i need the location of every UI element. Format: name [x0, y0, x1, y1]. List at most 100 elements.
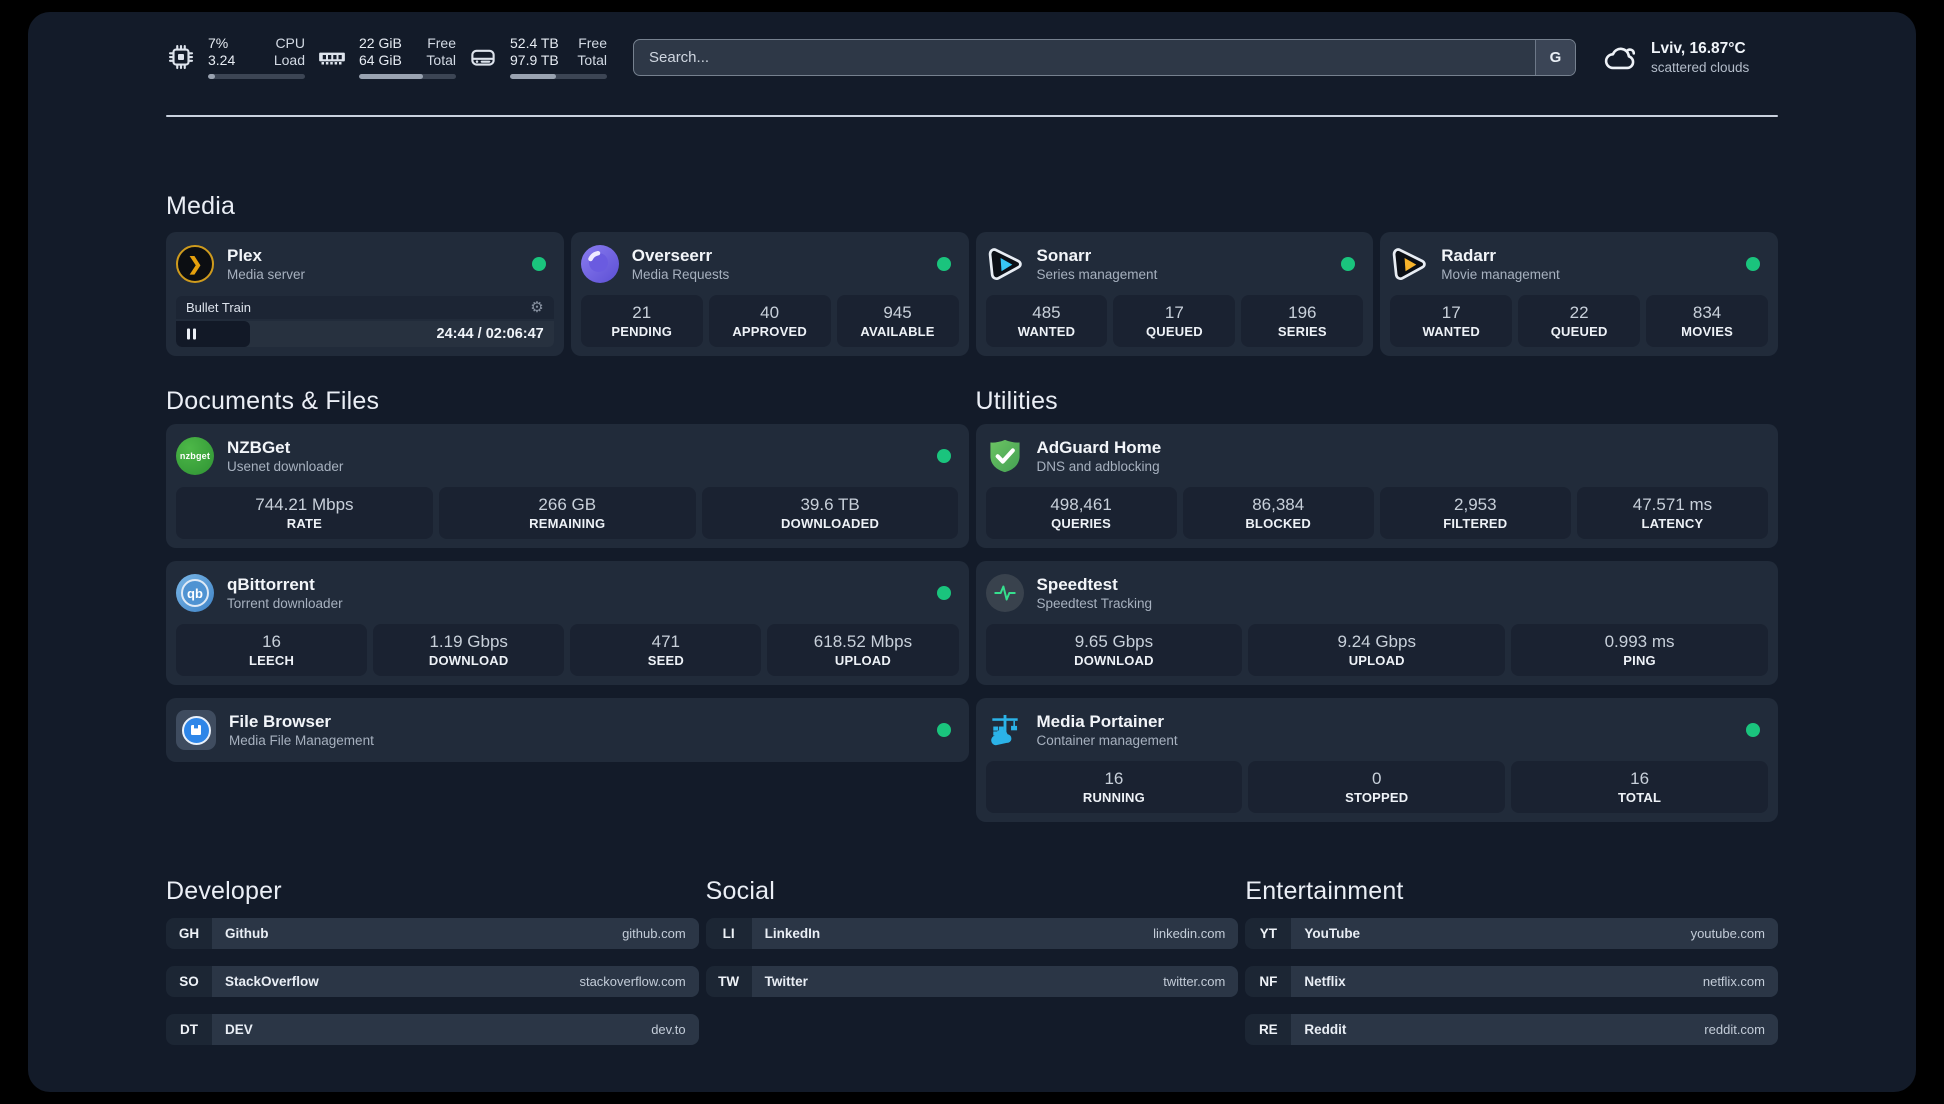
search-input[interactable]: [634, 39, 1535, 75]
stat-value: 16: [262, 632, 282, 651]
link-github[interactable]: GH Github github.com: [166, 918, 699, 949]
link-reddit[interactable]: RE Reddit reddit.com: [1245, 1014, 1778, 1045]
stat-box: 17 QUEUED: [1113, 295, 1236, 347]
stat-box: 618.52 Mbps UPLOAD: [767, 624, 959, 676]
section-heading-entertainment: Entertainment: [1245, 877, 1404, 905]
stat-label: REMAINING: [529, 516, 606, 531]
card-header: Overseerr Media Requests: [580, 241, 959, 287]
link-netflix[interactable]: NF Netflix netflix.com: [1245, 966, 1778, 997]
card-sonarr[interactable]: Sonarr Series management 485 WANTED 17 Q…: [975, 232, 1374, 356]
stat-box: 0.993 ms PING: [1511, 624, 1768, 676]
overseerr-icon: [580, 245, 619, 283]
card-filebrowser[interactable]: File Browser Media File Management: [166, 698, 969, 762]
stat-value: 2,953: [1454, 495, 1497, 514]
card-qbittorrent[interactable]: qb qBittorrent Torrent downloader 16 LEE…: [166, 561, 969, 685]
top-bar: 7% 3.24 CPU Load: [166, 35, 1778, 79]
filebrowser-icon-inner: [181, 715, 211, 745]
card-subtitle: Media File Management: [229, 733, 374, 748]
utilities-cards: AdGuard Home DNS and adblocking 498,461 …: [975, 424, 1778, 822]
cpu-progress-bar: [208, 74, 305, 79]
stat-label: APPROVED: [732, 324, 807, 339]
link-youtube[interactable]: YT YouTube youtube.com: [1245, 918, 1778, 949]
stat-box: 485 WANTED: [985, 295, 1108, 347]
card-plex[interactable]: ❯ Plex Media server Bullet Train ⚙ 24:44…: [166, 232, 564, 356]
card-radarr[interactable]: Radarr Movie management 17 WANTED 22 QUE…: [1380, 232, 1778, 356]
card-titles: NZBGet Usenet downloader: [227, 437, 343, 475]
memory-progress-fill: [359, 74, 424, 79]
section-heading-social: Social: [705, 877, 775, 905]
link-abbr: SO: [179, 974, 199, 989]
stat-label: LEECH: [249, 653, 295, 668]
card-titles: File Browser Media File Management: [229, 711, 374, 749]
stat-box: 47.571 ms LATENCY: [1576, 487, 1768, 539]
stat-box: 86,384 BLOCKED: [1182, 487, 1374, 539]
gear-icon[interactable]: ⚙: [530, 299, 544, 316]
stat-value: 16: [1104, 769, 1124, 788]
link-abbr: NF: [1259, 974, 1278, 989]
plex-now-playing: Bullet Train ⚙ 24:44 / 02:06:47: [176, 296, 554, 347]
stat-value: 86,384: [1252, 495, 1305, 514]
link-name: StackOverflow: [225, 974, 319, 989]
stat-value: 17: [1164, 303, 1184, 322]
nzbget-icon-text: nzbget: [179, 451, 211, 461]
disk-progress-fill: [510, 74, 556, 79]
card-title: qBittorrent: [227, 575, 315, 594]
playback-time: 24:44 / 02:06:47: [436, 326, 544, 342]
memory-stat: 22 GiB 64 GiB Free Total: [317, 35, 456, 79]
plex-icon: ❯: [176, 245, 214, 283]
now-playing-row: Bullet Train ⚙: [176, 296, 554, 319]
stat-label: SEED: [647, 653, 684, 668]
link-name: Twitter: [764, 974, 808, 989]
stat-value: 498,461: [1050, 495, 1112, 514]
link-name: Reddit: [1304, 1022, 1347, 1037]
card-header: nzbget NZBGet Usenet downloader: [176, 433, 959, 479]
stat-label: QUEUED: [1550, 324, 1608, 339]
stat-box: 17 WANTED: [1390, 295, 1513, 347]
card-speedtest[interactable]: Speedtest Speedtest Tracking 9.65 Gbps D…: [975, 561, 1778, 685]
portainer-icon: [990, 714, 1018, 746]
social-section: Social LI LinkedIn linkedin.com TW Twitt…: [705, 876, 1239, 1045]
pause-icon[interactable]: [187, 328, 196, 340]
stat-label: QUEUED: [1145, 324, 1203, 339]
playback-progress-bar[interactable]: 24:44 / 02:06:47: [176, 321, 554, 347]
search-provider-button[interactable]: G: [1535, 39, 1575, 75]
stat-value: 1.19 Gbps: [429, 632, 508, 651]
link-name: DEV: [225, 1022, 253, 1037]
stat-box: 16 LEECH: [176, 624, 368, 676]
link-url: linkedin.com: [1153, 926, 1226, 941]
card-adguard[interactable]: AdGuard Home DNS and adblocking 498,461 …: [975, 424, 1778, 548]
card-nzbget[interactable]: nzbget NZBGet Usenet downloader 744.21 M…: [166, 424, 969, 548]
card-title: Overseerr: [631, 246, 713, 265]
stat-value: 196: [1288, 303, 1317, 322]
link-name: Netflix: [1304, 974, 1346, 989]
social-links: LI LinkedIn linkedin.com TW Twitter twit…: [705, 918, 1239, 997]
link-pill: StackOverflow stackoverflow.com: [212, 966, 699, 997]
disk-icon: [471, 49, 495, 66]
media-grid: ❯ Plex Media server Bullet Train ⚙ 24:44…: [166, 232, 1778, 356]
link-linkedin[interactable]: LI LinkedIn linkedin.com: [705, 918, 1239, 949]
section-heading-developer: Developer: [166, 877, 282, 905]
card-overseerr[interactable]: Overseerr Media Requests 21 PENDING 40 A…: [570, 232, 969, 356]
link-pill: Netflix netflix.com: [1291, 966, 1778, 997]
speedtest-icon: [985, 574, 1024, 612]
now-playing-title: Bullet Train: [186, 300, 252, 315]
card-titles: AdGuard Home DNS and adblocking: [1037, 437, 1162, 475]
section-heading-media: Media: [166, 192, 236, 220]
stat-value: 39.6 TB: [800, 495, 860, 514]
link-url: twitter.com: [1163, 974, 1226, 989]
stat-value: 618.52 Mbps: [813, 632, 913, 651]
card-portainer[interactable]: Media Portainer Container management 16 …: [975, 698, 1778, 822]
utilities-column: Utilities AdGuard Home: [975, 386, 1778, 822]
ram-icon: [319, 52, 345, 65]
card-header: AdGuard Home DNS and adblocking: [986, 433, 1769, 479]
link-stackoverflow[interactable]: SO StackOverflow stackoverflow.com: [166, 966, 699, 997]
stat-value: 485: [1032, 303, 1061, 322]
documents-cards: nzbget NZBGet Usenet downloader 744.21 M…: [166, 424, 969, 762]
link-dev-to[interactable]: DT DEV dev.to: [166, 1014, 699, 1045]
link-twitter[interactable]: TW Twitter twitter.com: [705, 966, 1239, 997]
stat-box: 2,953 FILTERED: [1379, 487, 1571, 539]
cpu-stat-body: 7% 3.24 CPU Load: [208, 35, 305, 79]
status-dot: [531, 257, 546, 271]
links-sections: Developer GH Github github.com SO StackO…: [166, 876, 1778, 1045]
stat-value: 471: [651, 632, 680, 651]
